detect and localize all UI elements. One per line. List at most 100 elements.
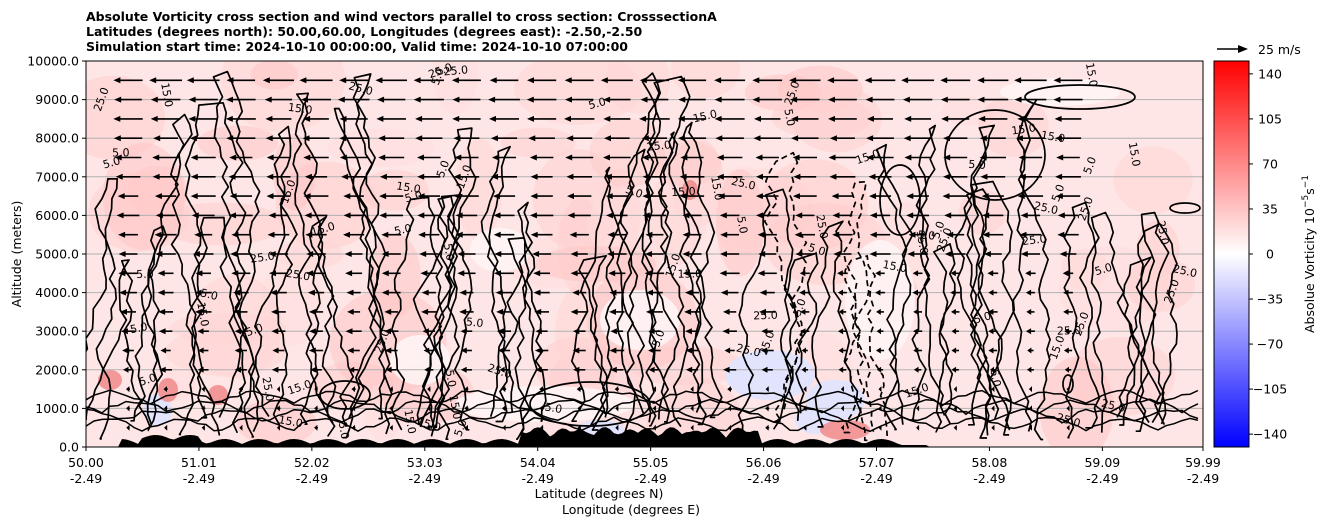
wind-vector-head <box>114 96 122 103</box>
wind-vector-head <box>716 154 724 161</box>
wind-vector-head <box>421 289 429 296</box>
wind-vector-head <box>979 135 987 142</box>
wind-vector-head <box>606 212 614 219</box>
wind-vector-head <box>791 135 799 142</box>
contour-label: 5.0 <box>101 154 121 171</box>
wind-vector-head <box>878 386 882 393</box>
contour-label: 5.0 <box>452 417 470 438</box>
wind-vector-head <box>865 96 873 103</box>
contour-line <box>876 143 914 431</box>
contour-line <box>184 101 247 436</box>
wind-vector-head <box>339 115 347 122</box>
wind-vector-head <box>838 308 844 315</box>
wind-vector-head <box>953 386 957 393</box>
wind-vector-head <box>907 251 915 257</box>
wind-vector-head <box>838 328 844 335</box>
wind-vector-head <box>163 405 168 412</box>
wind-vector-head <box>303 193 311 200</box>
wind-vector-head <box>944 251 952 257</box>
wind-vector-head <box>530 231 538 238</box>
negative-vorticity-patch <box>144 394 172 426</box>
wind-vector-head <box>497 328 504 335</box>
wind-vector-head <box>314 424 318 431</box>
wind-vector-head <box>455 212 463 219</box>
wind-vector-head <box>389 386 393 393</box>
wind-vector-head <box>419 251 427 257</box>
wind-vector-head <box>305 231 313 238</box>
wind-vector-head <box>384 347 392 354</box>
x-tick-label-longitude: -2.49 <box>747 471 779 486</box>
wind-vector-head <box>417 173 425 180</box>
wind-vector-head <box>727 405 731 412</box>
contour-label: 15.0 <box>1083 62 1100 88</box>
wind-vector-head <box>1053 96 1061 103</box>
wind-vector-head <box>719 212 727 219</box>
wind-vector-head <box>239 424 243 431</box>
contour-line <box>578 254 609 431</box>
wind-vector-head <box>384 328 391 335</box>
contour-line <box>86 177 119 440</box>
wind-vector-head <box>464 424 468 431</box>
wind-vector-head <box>714 115 722 122</box>
wind-vector-head <box>427 424 431 431</box>
wind-vector-head <box>752 96 760 103</box>
wind-vector-head <box>607 251 614 257</box>
contour-line <box>502 201 547 422</box>
wind-vector-head <box>940 77 948 84</box>
wind-vector-head <box>690 405 694 412</box>
contour-line <box>969 180 1033 436</box>
wind-vector-head <box>793 173 801 180</box>
contour-line <box>570 166 620 423</box>
wind-vector-head <box>378 135 386 142</box>
wind-vector-head <box>1020 251 1028 257</box>
wind-vector-head <box>646 289 653 296</box>
colorbar-ticks: 140 105 70 35 0 −35 −70 −105 −140 <box>1249 66 1287 442</box>
contour-label: 15.0 <box>401 408 418 434</box>
wind-vector-head <box>423 347 430 354</box>
wind-vector-head <box>876 366 882 373</box>
wind-vector-head <box>276 405 280 412</box>
contour-loop <box>1169 202 1201 214</box>
contour-label: 15.0 <box>395 179 421 196</box>
wind-vector-head <box>308 347 316 354</box>
strong-vorticity-patch <box>98 370 122 390</box>
wind-vector-head <box>264 96 272 103</box>
wind-vector-head <box>1017 115 1025 122</box>
wind-vector-head <box>799 270 806 277</box>
wind-vector-head <box>795 251 803 257</box>
wind-vector-head <box>991 386 995 393</box>
wind-vector-head <box>351 405 356 412</box>
contour-label: 15.0 <box>914 229 931 255</box>
contour-line <box>412 195 461 441</box>
vorticity-patch <box>650 140 722 187</box>
wind-vector-head <box>983 251 991 257</box>
colorbar-tick-label: 105 <box>1258 111 1282 126</box>
wind-vector-head <box>1028 386 1032 393</box>
wind-vector-head <box>228 173 236 180</box>
wind-vector-head <box>265 115 273 122</box>
wind-vector-head <box>609 347 617 354</box>
wind-vector-head <box>226 77 234 84</box>
weak-vorticity-patch <box>845 240 915 360</box>
wind-vector-head <box>347 347 354 354</box>
wind-vector-head <box>827 77 835 84</box>
contour-label: 25.0 <box>813 214 830 240</box>
wind-vector-head <box>609 308 616 315</box>
wind-vector-head <box>198 347 204 354</box>
wind-vector-head <box>533 289 541 296</box>
wind-vector-head <box>530 173 538 180</box>
contour-label: 15.0 <box>1011 121 1037 137</box>
contour-line <box>480 145 511 423</box>
contour-label: 5.0 <box>544 400 563 416</box>
contour-label: 5.0 <box>137 371 158 389</box>
wind-vector-head <box>1066 424 1070 431</box>
contour-label: 25.0 <box>646 138 672 153</box>
wind-vector-head <box>572 289 580 296</box>
colorbar-tick-label: 0 <box>1266 247 1274 262</box>
contour-line <box>86 259 142 422</box>
wind-vector-head <box>837 289 843 296</box>
wind-vector-head <box>351 386 355 393</box>
wind-vector-head <box>916 405 920 412</box>
contour-line <box>134 225 168 432</box>
